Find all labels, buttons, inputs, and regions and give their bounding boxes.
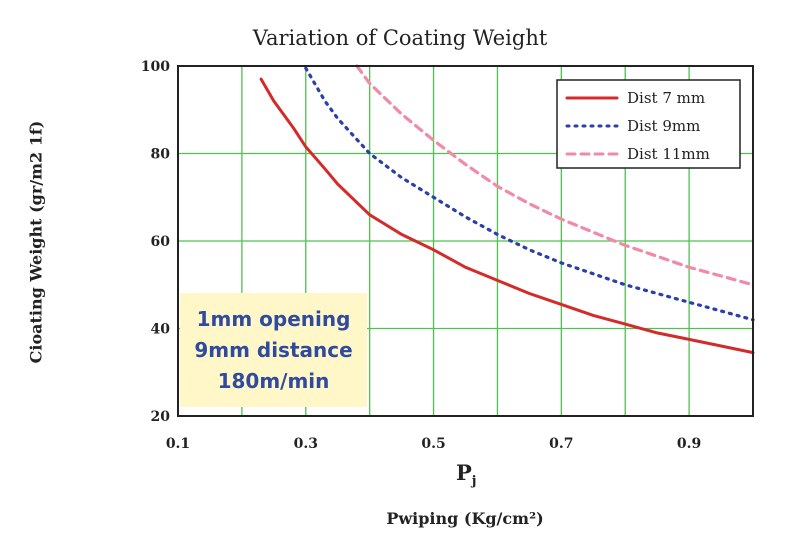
x-tick-label: 0.3 (294, 436, 318, 452)
series-lines (259, 64, 755, 355)
series-line-1 (259, 77, 755, 355)
y-tick-label: 20 (151, 409, 171, 425)
plot-frame (177, 65, 754, 417)
x-axis-symbol-main: P (456, 460, 472, 485)
legend: Dist 7 mm Dist 9mm Dist 11mm (556, 79, 741, 169)
x-axis-symbol: Pj (456, 460, 477, 489)
annotation-box: 1mm opening 9mm distance 180m/min (180, 293, 367, 407)
series-line-3 (355, 64, 755, 287)
x-axis-label: Pwiping (Kg/cm²) (386, 509, 544, 528)
annotation-line-1: 1mm opening (196, 306, 351, 331)
y-tick-label: 80 (151, 147, 171, 163)
series-line-2 (304, 66, 755, 322)
x-tick-label: 0.1 (166, 436, 190, 452)
y-tick-label: 60 (151, 234, 171, 250)
y-tick-label: 100 (141, 59, 170, 75)
chart-title: Variation of Coating Weight (252, 26, 548, 50)
x-axis-symbol-subscript: j (471, 474, 477, 490)
tick-labels: 0.1 0.3 0.5 0.7 0.9 20 40 60 80 100 (141, 59, 702, 452)
x-tick-label: 0.9 (677, 436, 701, 452)
x-tick-label: 0.7 (549, 436, 573, 452)
legend-label-1: Dist 7 mm (627, 89, 705, 107)
annotation-line-2: 9mm distance (194, 337, 353, 362)
legend-label-2: Dist 9mm (627, 117, 700, 135)
x-tick-label: 0.5 (421, 436, 445, 452)
annotation-line-3: 180m/min (217, 368, 330, 393)
legend-label-3: Dist 11mm (627, 145, 710, 163)
y-tick-label: 40 (151, 322, 171, 338)
